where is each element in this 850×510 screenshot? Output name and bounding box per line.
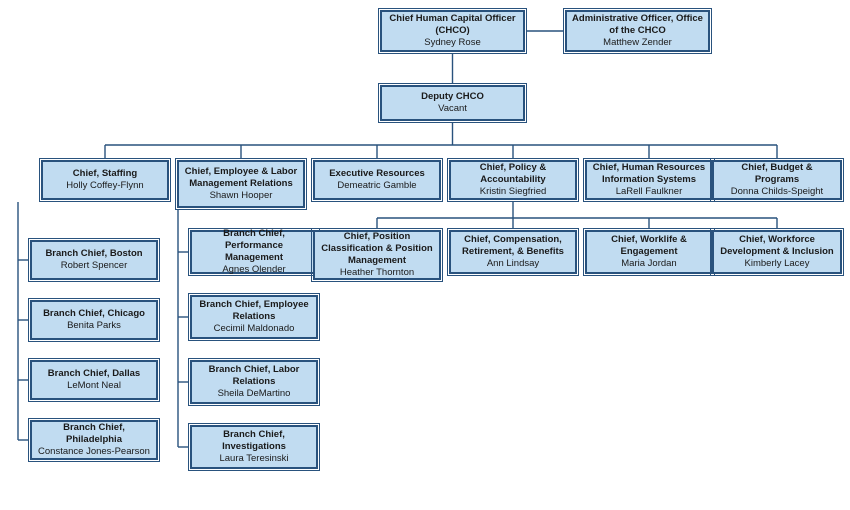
node-title: Chief, Employee & Labor Management Relat… xyxy=(183,166,299,190)
node-person: Maria Jordan xyxy=(591,258,707,270)
org-node-emprel: Branch Chief, Employee RelationsCecimil … xyxy=(190,295,318,339)
node-person: Sheila DeMartino xyxy=(196,388,312,400)
org-node-elmr: Chief, Employee & Labor Management Relat… xyxy=(177,160,305,208)
node-title: Branch Chief, Chicago xyxy=(36,308,152,320)
node-person: Benita Parks xyxy=(36,320,152,332)
node-title: Branch Chief, Employee Relations xyxy=(196,299,312,323)
node-title: Branch Chief, Dallas xyxy=(36,368,152,380)
node-person: Heather Thornton xyxy=(319,267,435,279)
org-node-admin: Administrative Officer, Office of the CH… xyxy=(565,10,710,52)
node-title: Chief, Workforce Development & Inclusion xyxy=(718,234,836,258)
node-title: Chief, Position Classification & Positio… xyxy=(319,231,435,267)
node-person: Kimberly Lacey xyxy=(718,258,836,270)
org-node-chicago: Branch Chief, ChicagoBenita Parks xyxy=(30,300,158,340)
org-chart: Chief Human Capital Officer (CHCO)Sydney… xyxy=(0,0,850,510)
org-node-worklife: Chief, Worklife & EngagementMaria Jordan xyxy=(585,230,713,274)
node-person: Robert Spencer xyxy=(36,260,152,272)
node-person: Kristin Siegfried xyxy=(455,186,571,198)
node-person: Donna Childs-Speight xyxy=(718,186,836,198)
node-person: Shawn Hooper xyxy=(183,190,299,202)
org-node-boston: Branch Chief, BostonRobert Spencer xyxy=(30,240,158,280)
node-person: Sydney Rose xyxy=(386,37,519,49)
node-person: LaRell Faulkner xyxy=(591,186,707,198)
node-person: Ann Lindsay xyxy=(455,258,571,270)
node-title: Chief, Policy & Accountability xyxy=(455,162,571,186)
node-title: Chief, Worklife & Engagement xyxy=(591,234,707,258)
org-node-execres: Executive ResourcesDemeatric Gamble xyxy=(313,160,441,200)
node-title: Branch Chief, Philadelphia xyxy=(36,422,152,446)
node-person: Demeatric Gamble xyxy=(319,180,435,192)
node-title: Branch Chief, Boston xyxy=(36,248,152,260)
org-node-hris: Chief, Human Resources Information Syste… xyxy=(585,160,713,200)
node-person: Vacant xyxy=(386,103,519,115)
org-node-invest: Branch Chief, InvestigationsLaura Teresi… xyxy=(190,425,318,469)
org-node-chco: Chief Human Capital Officer (CHCO)Sydney… xyxy=(380,10,525,52)
node-title: Executive Resources xyxy=(319,168,435,180)
node-title: Chief, Human Resources Information Syste… xyxy=(591,162,707,186)
node-person: LeMont Neal xyxy=(36,380,152,392)
org-node-deputy: Deputy CHCOVacant xyxy=(380,85,525,121)
org-node-dallas: Branch Chief, DallasLeMont Neal xyxy=(30,360,158,400)
node-title: Deputy CHCO xyxy=(386,91,519,103)
org-node-comp: Chief, Compensation, Retirement, & Benef… xyxy=(449,230,577,274)
node-person: Cecimil Maldonado xyxy=(196,323,312,335)
node-person: Holly Coffey-Flynn xyxy=(47,180,163,192)
node-person: Agnes Olender xyxy=(196,264,312,276)
org-node-workforce: Chief, Workforce Development & Inclusion… xyxy=(712,230,842,274)
org-node-budget: Chief, Budget & ProgramsDonna Childs-Spe… xyxy=(712,160,842,200)
node-title: Chief, Staffing xyxy=(47,168,163,180)
node-title: Administrative Officer, Office of the CH… xyxy=(571,13,704,37)
node-title: Branch Chief, Investigations xyxy=(196,429,312,453)
org-node-staffing: Chief, StaffingHolly Coffey-Flynn xyxy=(41,160,169,200)
node-person: Constance Jones-Pearson xyxy=(36,446,152,458)
node-person: Laura Teresinski xyxy=(196,453,312,465)
org-node-policy: Chief, Policy & AccountabilityKristin Si… xyxy=(449,160,577,200)
node-title: Branch Chief, Labor Relations xyxy=(196,364,312,388)
node-title: Branch Chief, Performance Management xyxy=(196,228,312,264)
org-node-perfmgmt: Branch Chief, Performance ManagementAgne… xyxy=(190,230,318,274)
node-title: Chief Human Capital Officer (CHCO) xyxy=(386,13,519,37)
node-title: Chief, Budget & Programs xyxy=(718,162,836,186)
org-node-posclass: Chief, Position Classification & Positio… xyxy=(313,230,441,280)
node-person: Matthew Zender xyxy=(571,37,704,49)
node-title: Chief, Compensation, Retirement, & Benef… xyxy=(455,234,571,258)
org-node-labrel: Branch Chief, Labor RelationsSheila DeMa… xyxy=(190,360,318,404)
org-node-philly: Branch Chief, PhiladelphiaConstance Jone… xyxy=(30,420,158,460)
